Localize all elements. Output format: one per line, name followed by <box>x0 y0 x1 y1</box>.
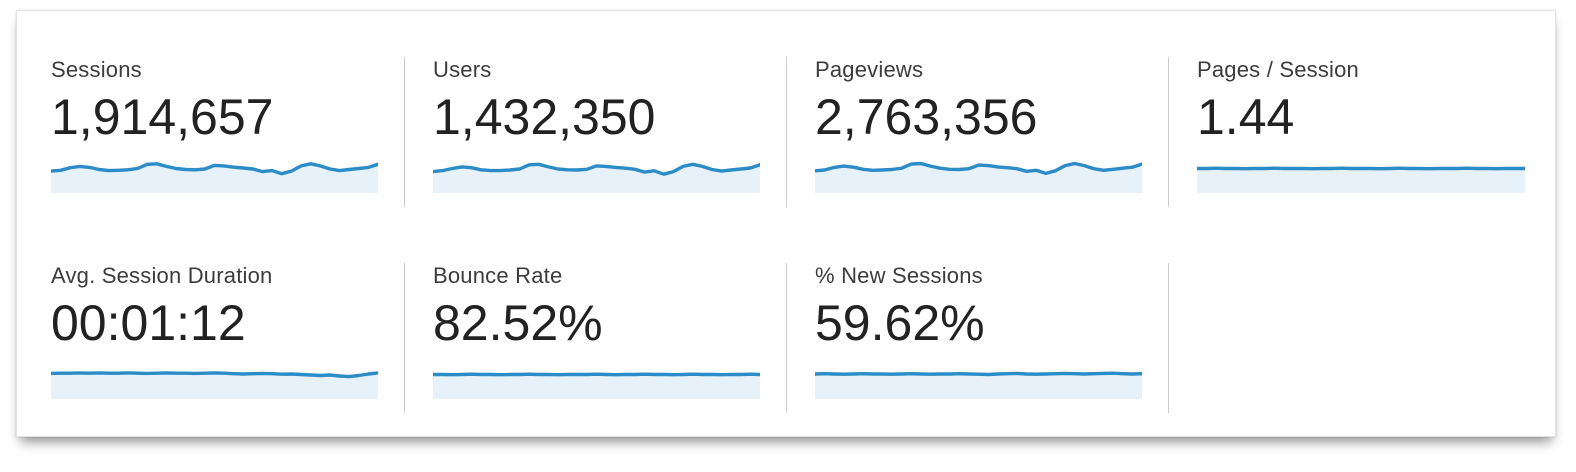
metric-label-pageviews: Pageviews <box>815 57 924 82</box>
metric-card-new-sessions: % New Sessions 59.62% <box>787 263 1169 413</box>
sparkline-pageviews[interactable] <box>815 153 1142 193</box>
sparkline-pages-per-session[interactable] <box>1197 153 1525 193</box>
metric-label-sessions: Sessions <box>51 57 142 82</box>
metric-label-avg-session-duration: Avg. Session Duration <box>51 263 273 288</box>
metric-card-avg-session-duration: Avg. Session Duration 00:01:12 <box>23 263 405 413</box>
empty-grid-cell <box>1169 263 1551 413</box>
metric-value-pageviews: 2,763,356 <box>815 89 1038 145</box>
metric-value-sessions: 1,914,657 <box>51 89 274 145</box>
metrics-grid: Sessions 1,914,657 Users 1,432,350 Pagev… <box>23 57 1551 413</box>
metric-card-users: Users 1,432,350 <box>405 57 787 207</box>
metric-card-bounce-rate: Bounce Rate 82.52% <box>405 263 787 413</box>
metric-label-pages-per-session: Pages / Session <box>1197 57 1359 82</box>
metric-value-pages-per-session: 1.44 <box>1197 89 1295 145</box>
sparkline-bounce-rate[interactable] <box>433 359 760 399</box>
metrics-summary-panel: Sessions 1,914,657 Users 1,432,350 Pagev… <box>16 10 1556 437</box>
metric-card-pageviews: Pageviews 2,763,356 <box>787 57 1169 207</box>
metric-value-bounce-rate: 82.52% <box>433 295 603 351</box>
metric-label-bounce-rate: Bounce Rate <box>433 263 563 288</box>
metric-label-new-sessions: % New Sessions <box>815 263 983 288</box>
sparkline-new-sessions[interactable] <box>815 359 1142 399</box>
sparkline-avg-session-duration[interactable] <box>51 359 378 399</box>
sparkline-users[interactable] <box>433 153 760 193</box>
sparkline-sessions[interactable] <box>51 153 378 193</box>
metric-card-pages-per-session: Pages / Session 1.44 <box>1169 57 1551 207</box>
metric-value-new-sessions: 59.62% <box>815 295 985 351</box>
metric-label-users: Users <box>433 57 492 82</box>
metric-value-users: 1,432,350 <box>433 89 656 145</box>
metric-card-sessions: Sessions 1,914,657 <box>23 57 405 207</box>
metric-value-avg-session-duration: 00:01:12 <box>51 295 246 351</box>
